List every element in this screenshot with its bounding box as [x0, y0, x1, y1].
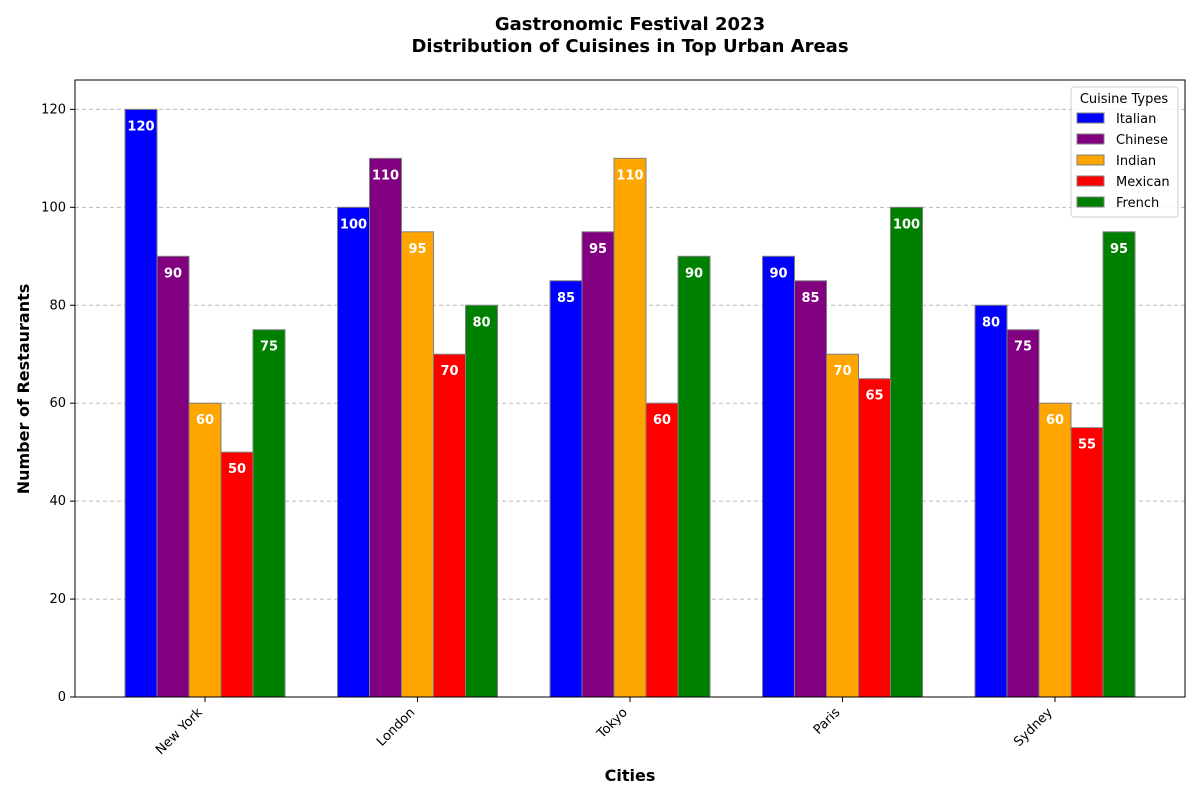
bar	[465, 304, 498, 698]
bar	[156, 255, 190, 698]
bar	[1102, 231, 1136, 698]
bar	[337, 206, 370, 698]
bar	[645, 402, 679, 698]
legend-label: Chinese	[1116, 133, 1168, 148]
data-label: 95	[589, 242, 607, 257]
bar	[124, 108, 158, 698]
bar	[188, 402, 222, 698]
bar	[858, 378, 891, 698]
chart-title: Gastronomic Festival 2023	[495, 14, 765, 35]
legend-label: Italian	[1116, 112, 1156, 127]
legend-swatch	[1076, 133, 1105, 145]
bar	[549, 280, 583, 698]
bar	[1006, 329, 1040, 698]
data-label: 50	[228, 462, 246, 477]
y-tick-label: 120	[41, 102, 66, 117]
data-label: 100	[893, 217, 920, 232]
data-label: 70	[440, 364, 458, 379]
data-label: 75	[260, 340, 278, 355]
legend-swatch	[1076, 175, 1105, 187]
data-label: 80	[982, 315, 1000, 330]
data-label: 90	[769, 266, 787, 281]
legend-swatch	[1076, 196, 1105, 208]
data-label: 100	[340, 217, 367, 232]
data-label: 110	[616, 168, 643, 183]
bar	[401, 231, 434, 698]
legend-label: Mexican	[1116, 175, 1170, 190]
data-label: 85	[557, 291, 575, 306]
data-labels: 120 90 60 50 75 100 110 95 70 80 85 95 110 60 90 90 85 70…	[127, 119, 1128, 477]
bar	[762, 255, 795, 698]
y-tick-label: 80	[49, 298, 66, 313]
y-tick-label: 100	[41, 200, 66, 215]
data-label: 75	[1014, 340, 1032, 355]
y-axis-label: Number of Restaurants	[14, 284, 33, 495]
bar	[677, 255, 711, 698]
bar	[220, 451, 254, 698]
y-tick-label: 40	[49, 494, 66, 509]
y-tick-label: 20	[49, 592, 66, 607]
data-label: 90	[685, 266, 703, 281]
data-label: 65	[865, 389, 883, 404]
y-tick-label: 0	[58, 690, 66, 705]
data-label: 95	[1110, 242, 1128, 257]
bar	[974, 304, 1008, 698]
bar	[581, 231, 615, 698]
legend-swatch	[1076, 154, 1105, 166]
data-label: 95	[408, 242, 426, 257]
bar	[890, 206, 923, 698]
chart-subtitle: Distribution of Cuisines in Top Urban Ar…	[411, 36, 848, 57]
legend-label: French	[1116, 196, 1159, 211]
y-axis: 0 20 40 60 80 100 120	[41, 102, 75, 705]
data-label: 55	[1078, 438, 1096, 453]
bar	[794, 280, 827, 698]
bars	[124, 108, 1136, 698]
data-label: 90	[164, 266, 182, 281]
legend-label: Indian	[1116, 154, 1156, 169]
bar	[826, 353, 859, 698]
data-label: 85	[801, 291, 819, 306]
data-label: 60	[1046, 413, 1064, 428]
data-label: 60	[653, 413, 671, 428]
legend-swatch	[1076, 112, 1105, 124]
y-tick-label: 60	[49, 396, 66, 411]
legend-title: Cuisine Types	[1080, 92, 1169, 107]
bar	[1038, 402, 1072, 698]
bar	[433, 353, 466, 698]
bar	[613, 157, 647, 698]
bar	[369, 157, 402, 698]
data-label: 60	[196, 413, 214, 428]
x-axis-label: Cities	[605, 766, 656, 785]
data-label: 110	[372, 168, 399, 183]
legend: Cuisine Types Italian Chinese Indian Mexica…	[1070, 86, 1179, 218]
data-label: 80	[472, 315, 490, 330]
legend-items: Italian Chinese Indian Mexican French	[1076, 112, 1170, 211]
bar	[1070, 427, 1104, 698]
data-label: 70	[833, 364, 851, 379]
bar	[252, 329, 286, 698]
data-label: 120	[127, 119, 154, 134]
